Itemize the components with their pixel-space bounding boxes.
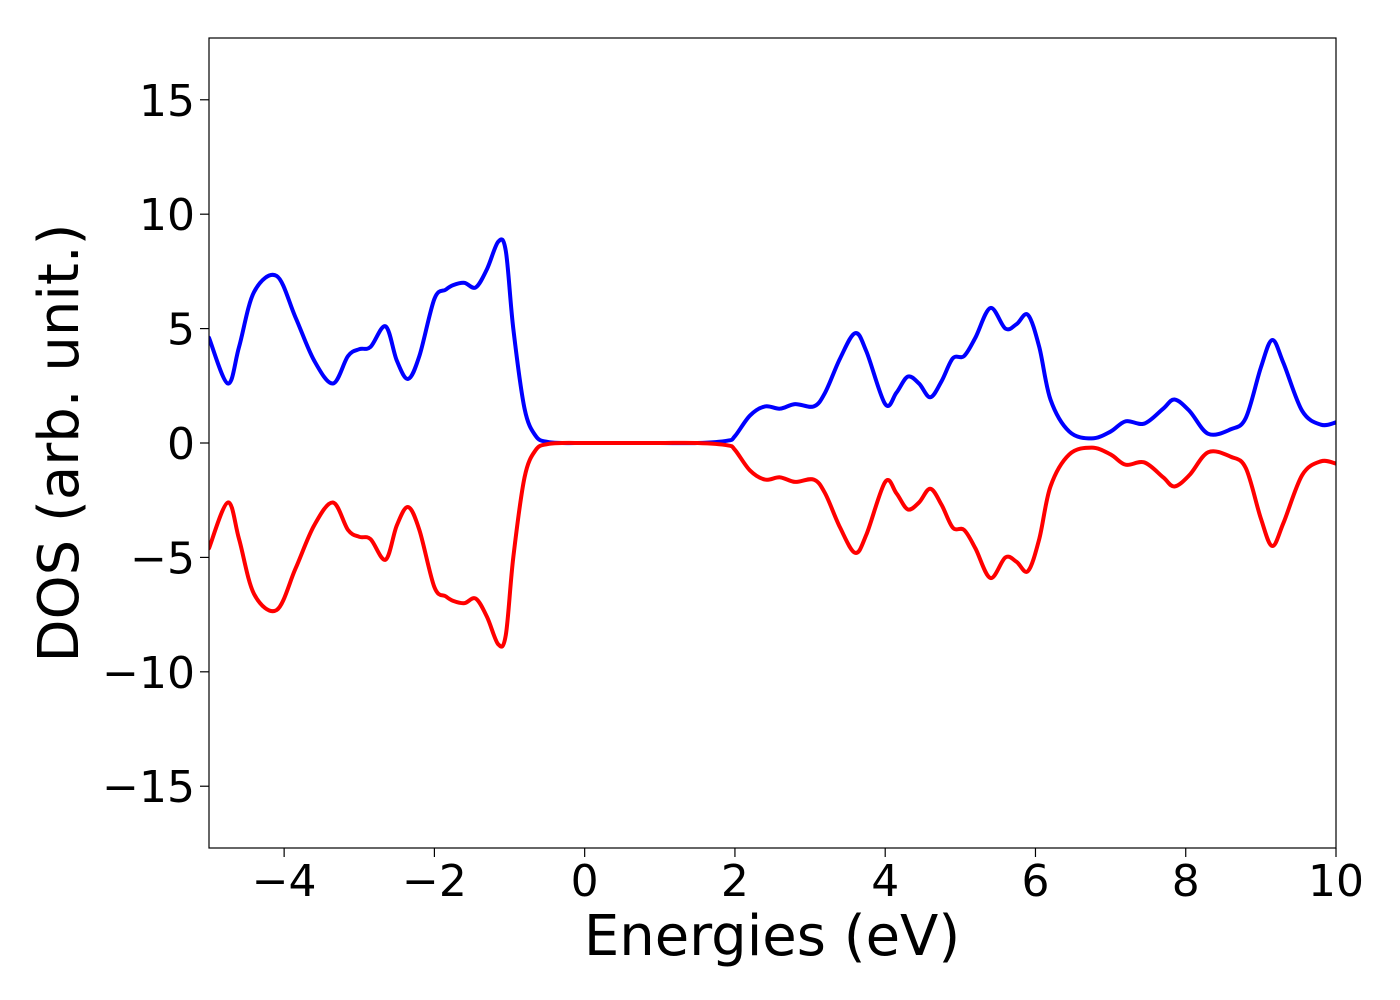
x-tick-label: −4: [252, 856, 317, 907]
y-axis-label: DOS (arb. unit.): [27, 223, 92, 662]
x-tick-label: 10: [1308, 856, 1364, 907]
x-tick-label: 6: [1021, 856, 1049, 907]
y-tick-label: 10: [139, 190, 195, 241]
x-axis-ticks: −4 −2 0 2 4 6 8 10: [252, 848, 1364, 907]
x-tick-label: 0: [571, 856, 599, 907]
y-tick-label: −10: [102, 648, 195, 699]
y-tick-label: 15: [139, 76, 195, 127]
x-tick-label: −2: [402, 856, 467, 907]
series-line-1: [209, 237, 1336, 446]
y-tick-label: 5: [167, 305, 195, 356]
x-axis-label: Energies (eV): [584, 904, 960, 969]
y-axis-ticks: 15 10 5 0 −5 −10 −15: [102, 76, 209, 813]
y-tick-label: −15: [102, 762, 195, 813]
y-tick-label: 0: [167, 419, 195, 470]
series-layer: [209, 237, 1336, 649]
y-tick-label: −5: [130, 533, 195, 584]
x-tick-label: 4: [871, 856, 899, 907]
x-tick-label: 8: [1172, 856, 1200, 907]
series-line-2: [209, 440, 1336, 649]
x-tick-label: 2: [721, 856, 749, 907]
